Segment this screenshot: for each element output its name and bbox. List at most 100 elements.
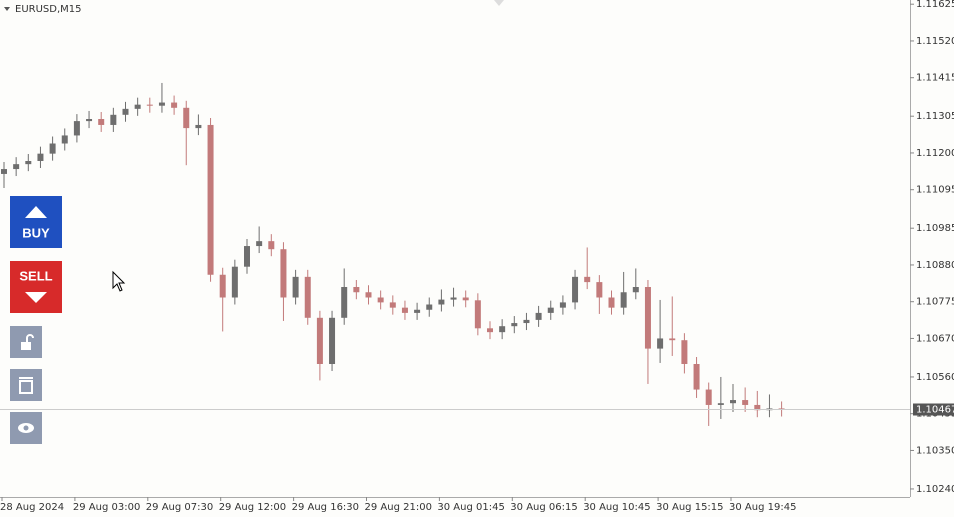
candle-body — [122, 108, 129, 115]
candle-body — [705, 389, 712, 405]
candle-body — [754, 404, 761, 411]
x-tick-label: 30 Aug 15:15 — [656, 502, 723, 513]
candle-body — [657, 338, 664, 349]
candle-body — [644, 287, 651, 349]
candle-body — [231, 266, 238, 298]
sell-button[interactable]: SELL — [10, 261, 62, 313]
candle-body — [377, 297, 384, 303]
delete-button[interactable] — [10, 369, 42, 401]
lock-icon — [21, 342, 31, 350]
x-tick-label: 29 Aug 16:30 — [292, 502, 359, 513]
y-tick-label: 1.11520 — [916, 36, 954, 47]
candle-body — [681, 340, 688, 364]
candle-body — [414, 309, 421, 313]
candle-body — [158, 102, 165, 106]
candle-body — [110, 114, 117, 125]
candle-body — [244, 246, 250, 267]
y-tick-label: 1.10985 — [916, 223, 954, 234]
y-tick-label: 1.11095 — [916, 185, 954, 196]
x-tick-label: 30 Aug 06:15 — [510, 502, 577, 513]
x-tick-label: 29 Aug 07:30 — [146, 502, 213, 513]
symbol-menu-arrow[interactable] — [4, 7, 10, 11]
candle-body — [13, 164, 20, 170]
candle-body — [134, 104, 141, 109]
candle-body — [195, 124, 202, 129]
candle-body — [742, 400, 749, 405]
y-tick-label: 1.11625 — [916, 0, 954, 10]
candle-body — [353, 287, 360, 293]
candle-body — [280, 249, 287, 298]
candle-body — [316, 317, 323, 364]
trash-can — [19, 380, 33, 394]
candle-body — [487, 328, 493, 333]
candle-body — [474, 300, 481, 329]
candle-body — [462, 297, 469, 301]
buy-label: BUY — [22, 225, 50, 240]
y-tick-label: 1.10775 — [916, 297, 954, 308]
lock-shackle — [26, 334, 34, 342]
candle-body — [499, 326, 506, 333]
candle-body — [438, 299, 445, 305]
x-tick-label: 28 Aug 2024 — [0, 502, 64, 513]
candle-body — [183, 107, 190, 129]
candle-body — [778, 408, 785, 410]
candle-body — [389, 302, 396, 308]
x-tick-label: 29 Aug 21:00 — [365, 502, 432, 513]
candle-body — [171, 102, 178, 108]
y-tick-label: 1.10880 — [916, 260, 954, 271]
trash-lid — [19, 377, 33, 379]
candle-body — [608, 297, 615, 308]
unlock-button[interactable] — [10, 326, 42, 358]
x-tick-label: 30 Aug 01:45 — [437, 502, 504, 513]
candle-body — [535, 312, 542, 320]
buy-button[interactable]: BUY — [10, 196, 62, 248]
eye-pupil — [23, 425, 29, 431]
candle-body — [523, 319, 530, 324]
current-price-box — [913, 403, 954, 416]
x-tick-label: 29 Aug 03:00 — [73, 502, 140, 513]
candle-body — [632, 287, 639, 293]
candle-body — [341, 287, 348, 318]
y-tick-label: 1.11200 — [916, 148, 954, 159]
delete-background[interactable] — [10, 369, 42, 401]
candle-body — [511, 323, 518, 327]
candle-body — [584, 276, 591, 283]
candle-body — [572, 276, 579, 303]
candle-body — [49, 143, 56, 154]
candle-body — [219, 274, 226, 298]
candle-body — [1, 169, 7, 174]
y-tick-label: 1.11415 — [916, 73, 954, 84]
y-tick-label: 1.11305 — [916, 111, 954, 122]
candle-body — [146, 104, 153, 106]
candle-body — [450, 297, 457, 300]
candle-body — [98, 119, 105, 125]
candle-body — [401, 307, 408, 313]
candle-body — [207, 124, 214, 275]
candle-body — [37, 153, 44, 161]
candle-body — [620, 292, 627, 308]
buy-arrow — [25, 206, 47, 218]
candle-body — [596, 282, 603, 298]
candle-body — [61, 135, 68, 144]
candle-body — [669, 338, 676, 341]
buy-background[interactable] — [10, 196, 62, 248]
hide-button[interactable] — [10, 412, 42, 444]
candle-body — [329, 317, 336, 364]
candle-body — [547, 307, 554, 313]
scroll-marker — [494, 0, 504, 6]
candle-body — [256, 241, 263, 247]
mouse-cursor — [112, 270, 126, 292]
sell-label: SELL — [19, 268, 52, 283]
candle-body — [730, 400, 736, 404]
sell-background[interactable] — [10, 261, 62, 313]
x-tick-label: 30 Aug 10:45 — [583, 502, 650, 513]
candle-body — [304, 276, 311, 318]
candle-body — [86, 119, 93, 122]
candle-body — [365, 292, 372, 298]
x-tick-label: 30 Aug 19:45 — [729, 502, 796, 513]
candle-body — [73, 121, 80, 136]
y-tick-label: 1.10670 — [916, 333, 954, 344]
candle-body — [292, 276, 299, 298]
